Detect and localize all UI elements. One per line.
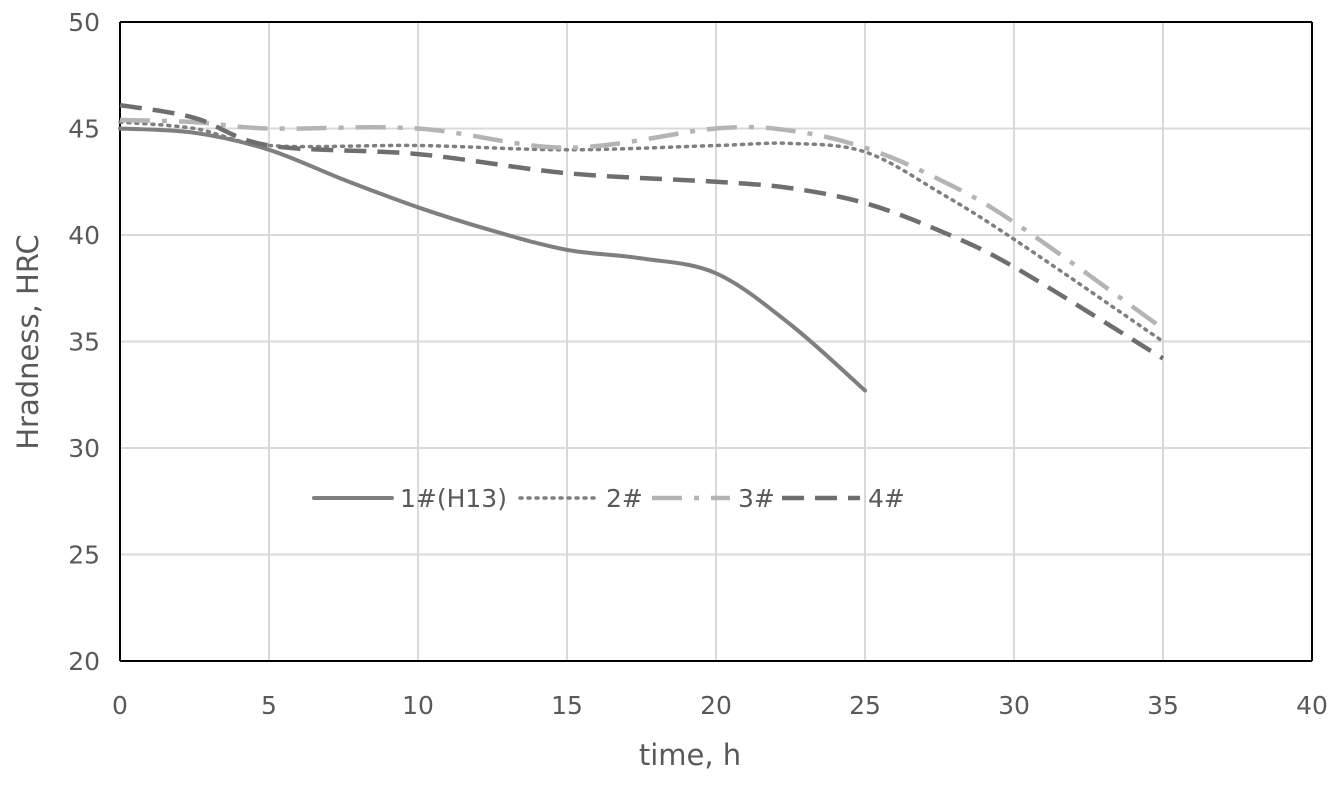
series-line-1 — [118, 126, 867, 393]
legend-label-4: 4# — [868, 484, 905, 513]
series-line-4 — [119, 102, 1165, 361]
legend-label-2: 2# — [606, 484, 643, 513]
x-tick-label: 35 — [1147, 691, 1179, 720]
y-tick-label: 30 — [68, 434, 100, 463]
x-tick-label: 15 — [551, 691, 583, 720]
x-tick-label: 25 — [849, 691, 881, 720]
y-tick-label: 50 — [68, 8, 100, 37]
y-axis-title: Hradness, HRC — [11, 234, 45, 450]
y-tick-label: 40 — [68, 221, 100, 250]
x-tick-label: 40 — [1296, 691, 1328, 720]
y-tick-label: 20 — [68, 647, 100, 676]
series-lines — [118, 102, 1165, 393]
legend: 1#(H13) 2# 3# 4# — [312, 484, 905, 513]
y-tick-label: 35 — [68, 328, 100, 357]
series-line-3 — [119, 117, 1165, 331]
y-tick-label: 25 — [68, 541, 100, 570]
x-tick-label: 5 — [261, 691, 277, 720]
x-tick-label: 30 — [998, 691, 1030, 720]
x-tick-label: 10 — [402, 691, 434, 720]
series-line-2 — [118, 120, 1165, 344]
legend-label-1: 1#(H13) — [400, 484, 507, 513]
y-tick-label: 45 — [68, 115, 100, 144]
x-tick-labels: 0 5 10 15 20 25 30 35 40 — [112, 691, 1328, 720]
x-tick-label: 20 — [700, 691, 732, 720]
x-tick-label: 0 — [112, 691, 128, 720]
y-tick-labels: 20 25 30 35 40 45 50 — [68, 8, 100, 676]
x-axis-title: time, h — [639, 738, 741, 772]
legend-label-3: 3# — [738, 484, 775, 513]
